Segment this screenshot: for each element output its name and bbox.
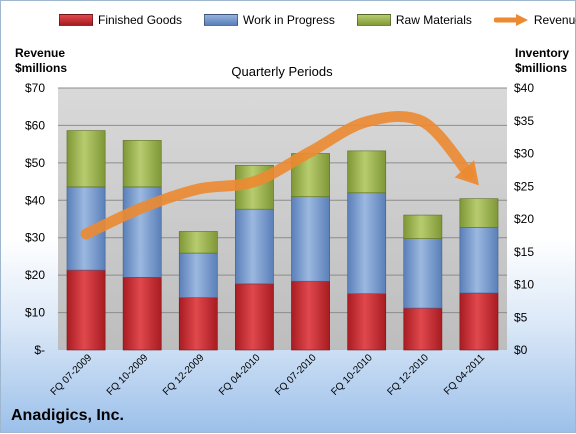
bar-finished-goods: [123, 277, 161, 350]
left-tick-label: $30: [25, 231, 45, 245]
right-tick-label: $10: [514, 278, 534, 292]
bar-work-in-progress: [235, 209, 273, 284]
bar-raw-materials: [67, 131, 105, 187]
bar-finished-goods: [235, 284, 273, 350]
left-tick-label: $70: [25, 81, 45, 95]
bar-raw-materials: [404, 215, 442, 239]
category-label: FQ 10-2009: [105, 352, 151, 398]
category-label: FQ 12-2010: [385, 352, 431, 398]
right-tick-label: $5: [514, 310, 528, 324]
category-label: FQ 04-2010: [217, 352, 263, 398]
right-tick-label: $30: [514, 147, 534, 161]
left-tick-label: $40: [25, 193, 45, 207]
right-tick-label: $0: [514, 343, 528, 357]
left-tick-labels: $- $10 $20 $30 $40 $50 $60 $70: [25, 81, 45, 357]
category-label: FQ 10-2010: [329, 352, 375, 398]
bar-finished-goods: [460, 293, 498, 350]
bar-finished-goods: [348, 294, 386, 350]
bar-work-in-progress: [348, 193, 386, 294]
bar-work-in-progress: [404, 239, 442, 308]
left-tick-label: $60: [25, 118, 45, 132]
bar-raw-materials: [123, 140, 161, 187]
right-tick-label: $15: [514, 245, 534, 259]
bar-raw-materials: [460, 199, 498, 228]
left-tick-label: $50: [25, 156, 45, 170]
right-tick-label: $40: [514, 81, 534, 95]
bar-raw-materials: [348, 151, 386, 193]
bar-work-in-progress: [179, 253, 217, 298]
right-tick-labels: $0 $5 $10 $15 $20 $25 $30 $35 $40: [514, 81, 534, 357]
left-tick-label: $20: [25, 268, 45, 282]
right-tick-label: $35: [514, 114, 534, 128]
category-label: FQ 04-2011: [442, 352, 487, 397]
right-tick-label: $25: [514, 179, 534, 193]
bar-finished-goods: [404, 308, 442, 350]
bar-finished-goods: [67, 270, 105, 350]
left-tick-label: $-: [34, 343, 45, 357]
company-name: Anadigics, Inc.: [11, 407, 124, 425]
bar-work-in-progress: [460, 228, 498, 294]
chart-title: Quarterly Periods: [231, 64, 333, 79]
category-label: FQ 07-2009: [49, 352, 95, 398]
left-tick-label: $10: [25, 306, 45, 320]
bar-work-in-progress: [291, 197, 329, 281]
category-label: FQ 07-2010: [273, 352, 319, 398]
right-tick-label: $20: [514, 212, 534, 226]
bar-finished-goods: [179, 298, 217, 350]
bar-raw-materials: [179, 231, 217, 253]
bar-finished-goods: [291, 281, 329, 350]
category-label: FQ 12-2009: [161, 352, 207, 398]
